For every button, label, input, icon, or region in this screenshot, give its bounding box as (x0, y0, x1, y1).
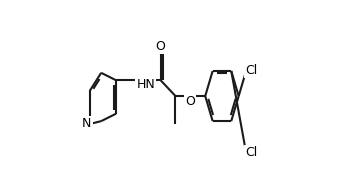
Text: N: N (82, 117, 92, 131)
Text: Cl: Cl (245, 64, 257, 77)
Text: O: O (156, 40, 165, 53)
Text: Cl: Cl (245, 146, 257, 159)
Text: O: O (185, 94, 195, 108)
Text: HN: HN (136, 78, 155, 91)
